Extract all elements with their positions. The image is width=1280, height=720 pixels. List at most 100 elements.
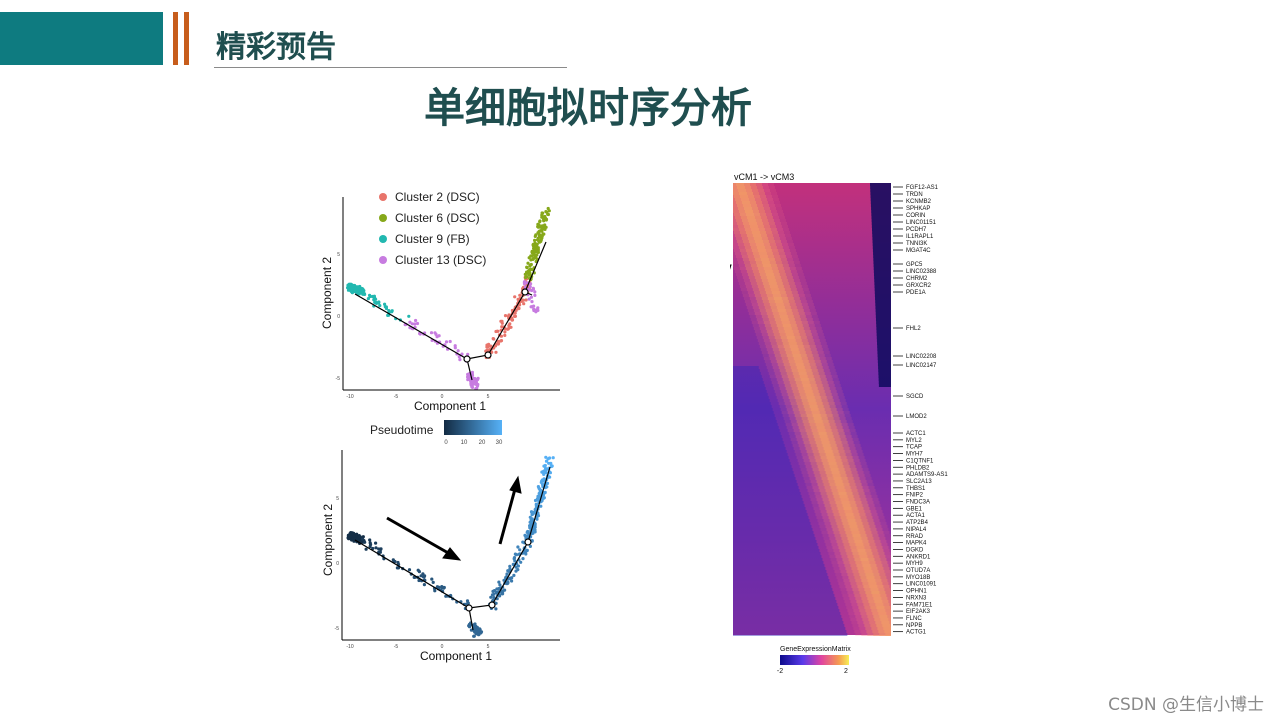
heatmap-cell (874, 285, 891, 288)
header-rule (214, 67, 567, 68)
heatmap-cell (775, 357, 820, 360)
heatmap-cell (733, 381, 764, 384)
heatmap-cell (833, 531, 878, 534)
gene-label: ACTG1 (906, 630, 927, 636)
gene-label: KCNMB2 (906, 199, 932, 205)
heatmap-cell (851, 603, 891, 606)
heatmap-cell (733, 219, 774, 222)
heatmap-cell (873, 267, 891, 270)
heatmap-cell (792, 426, 849, 429)
heatmap-cell (810, 426, 831, 429)
heatmap-cell (733, 444, 785, 447)
scatter-point (533, 507, 537, 512)
heatmap-cell (733, 246, 789, 249)
heatmap-cell (774, 372, 831, 375)
heatmap-cell (733, 189, 776, 192)
x-tick: -5 (394, 644, 399, 650)
heatmap-cell (872, 630, 891, 633)
heatmap-cell (828, 534, 885, 537)
scatter-point (526, 271, 530, 275)
heatmap-cell (757, 267, 778, 270)
heatmap-cell (756, 336, 825, 339)
heatmap-cell (870, 183, 891, 186)
heatmap-cell (870, 588, 879, 591)
heatmap-cell (869, 603, 890, 606)
heatmap-cell (802, 456, 859, 459)
heatmap-cell (842, 576, 891, 579)
heatmap-cell (733, 222, 787, 225)
scatter-point (528, 524, 532, 528)
heatmap-cell (774, 336, 807, 339)
heatmap-cell (837, 525, 870, 528)
heatmap-cell (788, 414, 845, 417)
heatmap-cell (779, 315, 788, 318)
scatter-point (467, 625, 472, 629)
scatter-point (530, 300, 534, 304)
scatter-point (531, 243, 535, 247)
heatmap-cell (733, 198, 773, 201)
heatmap-cell (770, 378, 839, 381)
heatmap-cell (871, 627, 891, 630)
heatmap-cell (748, 258, 781, 261)
heatmap-cell (733, 201, 768, 204)
heatmap-cell (878, 369, 891, 372)
scatter-point (448, 339, 452, 344)
scatter-point (516, 564, 520, 568)
heatmap-cell (802, 474, 871, 477)
heatmap-cell (733, 615, 842, 618)
heatmap-cell (741, 291, 810, 294)
heatmap-cell (877, 351, 891, 354)
heatmap-cell (809, 495, 878, 498)
heatmap-cell (874, 279, 891, 282)
heatmap-cell (863, 621, 891, 624)
heatmap-cell (804, 462, 861, 465)
heatmap-cell (877, 348, 891, 351)
heatmap-cell (733, 225, 788, 228)
heatmap-cell (815, 459, 848, 462)
heatmap-cell (733, 225, 782, 228)
scatter-point (346, 288, 351, 292)
heatmap-cell (845, 585, 891, 588)
heatmap-cell (733, 210, 771, 213)
heatmap-cell (875, 315, 891, 318)
heatmap-cell (872, 243, 891, 246)
heatmap-cell (733, 558, 823, 561)
heatmap-cell (740, 216, 761, 219)
heatmap-cell (733, 450, 787, 453)
heatmap-cell (733, 513, 808, 516)
heatmap-cell (810, 462, 855, 465)
heatmap-cell (745, 303, 814, 306)
heatmap-cell (810, 498, 879, 501)
heatmap-cell (861, 561, 870, 564)
heatmap-cell (735, 201, 756, 204)
heatmap-cell (762, 354, 831, 357)
heatmap-cell (753, 255, 774, 258)
heatmap-cell (733, 198, 761, 201)
scatter-point (349, 282, 353, 286)
heatmap-cell (788, 432, 857, 435)
scatter-point (473, 376, 477, 381)
heatmap-cell (815, 513, 884, 516)
heatmap-cell (833, 495, 854, 498)
heatmap-cell (787, 393, 832, 396)
heatmap-cell (834, 570, 891, 573)
heatmap-cell (733, 240, 793, 243)
scatter-point (529, 510, 534, 514)
heatmap-cell (798, 462, 867, 465)
heatmap-cell (768, 318, 801, 321)
gene-label: MYH9 (906, 561, 923, 567)
heatmap-cell (803, 477, 872, 480)
scatter-point (497, 580, 501, 584)
heatmap-cell (877, 345, 891, 348)
scatter-point (510, 576, 514, 580)
scatter-point (383, 302, 387, 306)
gene-label: PCDH7 (906, 227, 927, 233)
scatter-point (536, 225, 540, 229)
heatmap-cell (799, 375, 808, 378)
heatmap-cell (780, 408, 849, 411)
heatmap-cell (733, 582, 831, 585)
heatmap-cell (733, 234, 785, 237)
heatmap-cell (848, 594, 891, 597)
heatmap-cell (744, 210, 753, 213)
heatmap-cell (782, 414, 851, 417)
